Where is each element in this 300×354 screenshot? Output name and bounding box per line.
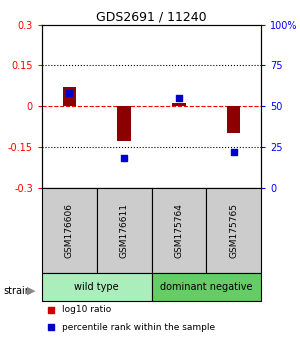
Point — [231, 149, 236, 155]
Bar — [152, 273, 261, 301]
Text: GSM176611: GSM176611 — [120, 202, 129, 258]
Bar — [117, 106, 131, 142]
Point — [48, 307, 53, 313]
Text: ▶: ▶ — [27, 286, 35, 296]
Title: GDS2691 / 11240: GDS2691 / 11240 — [96, 11, 207, 24]
Point — [67, 90, 72, 96]
Bar — [172, 103, 186, 106]
Text: strain: strain — [3, 286, 31, 296]
Bar — [206, 188, 261, 273]
Text: GSM175764: GSM175764 — [174, 202, 183, 258]
Bar — [227, 106, 241, 133]
Bar — [97, 188, 152, 273]
Text: log10 ratio: log10 ratio — [62, 305, 111, 314]
Text: wild type: wild type — [74, 282, 119, 292]
Point — [48, 325, 53, 330]
Bar — [62, 87, 76, 106]
Point — [176, 95, 181, 101]
Text: GSM176606: GSM176606 — [65, 202, 74, 258]
Bar — [152, 188, 206, 273]
Text: GSM175765: GSM175765 — [229, 202, 238, 258]
Text: dominant negative: dominant negative — [160, 282, 253, 292]
Point — [122, 155, 127, 161]
Text: percentile rank within the sample: percentile rank within the sample — [62, 323, 215, 332]
Bar — [42, 273, 152, 301]
Bar — [42, 188, 97, 273]
